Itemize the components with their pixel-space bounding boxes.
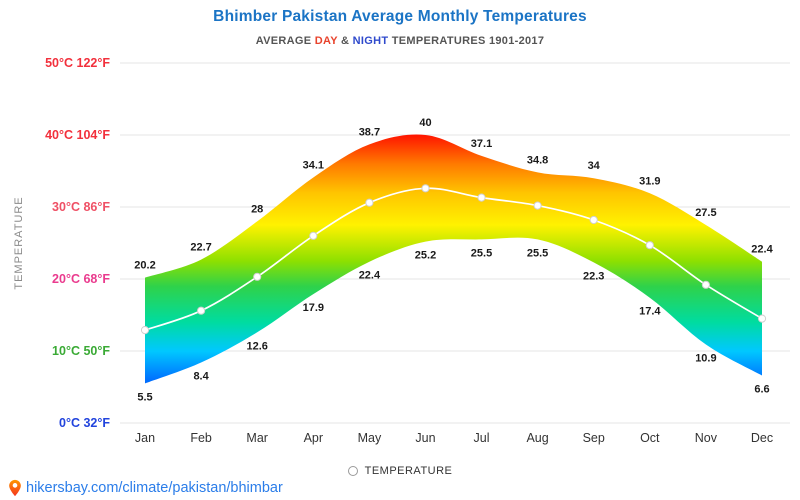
- footer-link[interactable]: hikersbay.com/climate/pakistan/bhimbar: [8, 479, 283, 497]
- night-value-label: 17.4: [639, 306, 661, 318]
- x-axis-label: Oct: [640, 431, 660, 445]
- day-value-label: 34.1: [303, 160, 324, 172]
- night-value-label: 5.5: [137, 391, 152, 403]
- x-axis-label: Sep: [583, 431, 605, 445]
- day-value-label: 20.2: [134, 260, 155, 272]
- day-value-label: 34: [588, 160, 601, 172]
- night-value-label: 6.6: [754, 384, 769, 396]
- day-value-label: 37.1: [471, 138, 492, 150]
- mean-temperature-marker[interactable]: [140, 326, 150, 335]
- y-axis-tick: 0°C 32°F: [59, 416, 110, 430]
- subtitle-night: NIGHT: [352, 35, 389, 47]
- day-value-label: 31.9: [639, 175, 660, 187]
- mean-temperature-marker[interactable]: [309, 231, 318, 240]
- night-value-label: 22.3: [583, 270, 604, 282]
- y-axis-title: TEMPERATURE: [13, 196, 25, 289]
- legend-circle-icon: [347, 466, 358, 476]
- mean-temperature-marker[interactable]: [421, 184, 430, 193]
- mean-temperature-marker[interactable]: [253, 272, 262, 281]
- temperature-chart: 50°C 122°F 40°C 104°F 30°C 86°F 20°C 68°F 10…: [13, 56, 790, 445]
- mean-temperature-marker[interactable]: [197, 306, 206, 315]
- mean-temperature-marker[interactable]: [757, 314, 767, 323]
- night-value-label: 17.9: [303, 302, 324, 314]
- night-value-label: 25.5: [527, 247, 548, 259]
- mean-temperature-marker[interactable]: [477, 193, 486, 202]
- y-axis-tick: 30°C 86°F: [52, 200, 110, 214]
- page-title: Bhimber Pakistan Average Monthly Tempera…: [213, 8, 587, 25]
- y-axis-tick: 10°C 50°F: [52, 344, 110, 358]
- day-value-label: 22.7: [190, 242, 211, 254]
- day-value-label: 27.5: [695, 207, 716, 219]
- mean-temperature-marker[interactable]: [701, 280, 711, 289]
- x-axis-label: Aug: [526, 431, 548, 445]
- legend-label: TEMPERATURE: [364, 465, 453, 477]
- night-value-label: 10.9: [695, 353, 716, 365]
- day-value-label: 34.8: [527, 154, 548, 166]
- chart-subtitle: AVERAGE DAY & NIGHT TEMPERATURES 1901-20…: [0, 35, 800, 47]
- footer-url: hikersbay.com/climate/pakistan/bhimbar: [26, 480, 283, 496]
- day-value-label: 22.4: [751, 244, 773, 256]
- subtitle-day: DAY: [314, 35, 338, 47]
- mean-temperature-line[interactable]: [144, 187, 763, 331]
- night-value-label: 22.4: [359, 270, 381, 282]
- x-axis-label: Jul: [474, 431, 490, 445]
- x-axis-label: Dec: [751, 431, 773, 445]
- x-axis-label: May: [358, 431, 382, 445]
- night-value-label: 8.4: [193, 371, 209, 383]
- mean-temperature-marker[interactable]: [533, 201, 542, 210]
- subtitle-range: TEMPERATURES 1901-2017: [391, 35, 545, 47]
- x-axis-label: Nov: [695, 431, 718, 445]
- location-pin-icon: [9, 479, 21, 497]
- y-axis-tick: 20°C 68°F: [52, 272, 110, 286]
- y-axis-tick: 50°C 122°F: [45, 56, 110, 70]
- mean-temperature-marker[interactable]: [645, 241, 654, 250]
- chart-legend[interactable]: TEMPERATURE: [0, 465, 800, 477]
- x-axis-label: Jun: [415, 431, 435, 445]
- night-value-label: 12.6: [246, 340, 267, 352]
- day-value-label: 40: [419, 117, 431, 129]
- x-axis-label: Apr: [304, 431, 323, 445]
- y-axis-tick: 40°C 104°F: [45, 128, 110, 142]
- day-value-label: 28: [251, 203, 263, 215]
- subtitle-ampersand: &: [341, 35, 350, 47]
- x-axis-label: Jan: [135, 431, 155, 445]
- mean-temperature-marker[interactable]: [365, 198, 374, 207]
- subtitle-average: AVERAGE: [255, 35, 312, 47]
- x-axis-label: Mar: [246, 431, 268, 445]
- night-value-label: 25.5: [471, 247, 492, 259]
- day-value-label: 38.7: [359, 126, 380, 138]
- temperature-band-area[interactable]: [145, 134, 762, 384]
- night-value-label: 25.2: [415, 250, 436, 262]
- x-axis-label: Feb: [190, 431, 212, 445]
- mean-temperature-marker[interactable]: [589, 215, 598, 225]
